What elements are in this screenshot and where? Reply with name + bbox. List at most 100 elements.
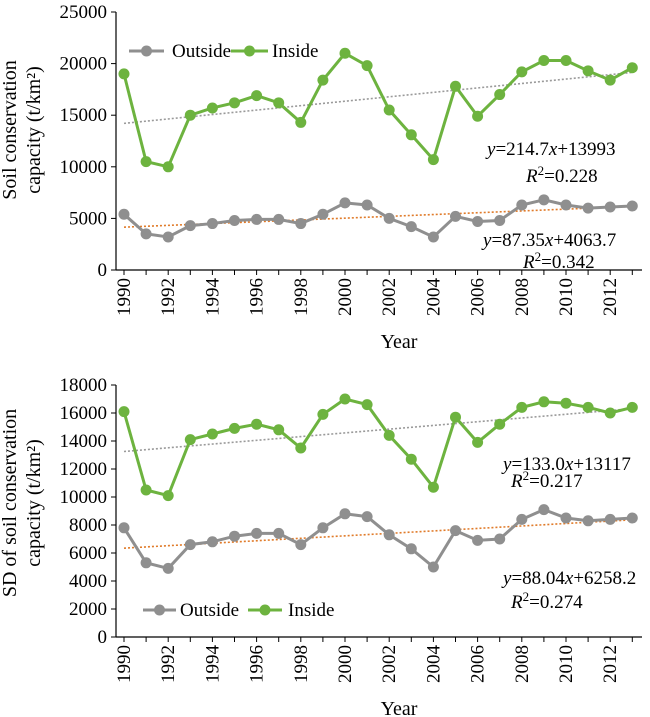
data-point-inside <box>206 428 218 440</box>
data-point-outside <box>140 557 152 569</box>
y-axis-title-line: SD of soil conservation <box>0 409 21 597</box>
data-point-inside <box>450 411 461 423</box>
data-point-inside <box>494 89 506 101</box>
data-point-inside <box>118 406 130 418</box>
y-tick-label: 20000 <box>60 54 108 75</box>
y-tick-label: 8000 <box>69 515 107 536</box>
data-point-outside <box>273 527 285 539</box>
x-tick-label: 2004 <box>423 278 444 317</box>
r2-superscript: 2 <box>523 589 530 604</box>
y-axis-title-line: capacity (t/km²) <box>23 439 45 567</box>
y-axis-title: SD of soil conservation capacity (t/km²) <box>0 409 45 597</box>
r-squared-inside: R2=0.228 <box>525 163 598 187</box>
x-axis-title: Year <box>381 331 418 353</box>
data-point-outside <box>560 199 572 211</box>
x-tick-label: 1996 <box>247 278 268 316</box>
y-tick-label: 5000 <box>69 208 107 229</box>
data-point-outside <box>405 221 417 233</box>
data-point-inside <box>516 401 528 413</box>
y-tick-label: 12000 <box>60 459 108 480</box>
legend-inside-label: Inside <box>272 41 318 62</box>
data-point-inside <box>494 418 506 430</box>
data-point-inside <box>317 74 329 86</box>
data-point-inside <box>251 418 263 430</box>
legend-inside-marker <box>259 604 271 616</box>
y-axis-title: Soil conservation capacity (t/km²) <box>0 60 45 199</box>
data-point-outside <box>140 228 152 240</box>
data-point-inside <box>472 436 484 448</box>
data-point-outside <box>405 543 417 555</box>
x-tick-label: 2008 <box>512 278 533 316</box>
data-point-inside <box>162 161 174 173</box>
data-point-inside <box>162 490 174 502</box>
r-squared-outside: R2=0.342 <box>522 249 595 273</box>
data-point-outside <box>295 539 307 551</box>
r2-value: =0.342 <box>541 252 594 273</box>
data-point-outside <box>538 504 550 516</box>
r2-symbol: R <box>525 166 538 187</box>
data-point-inside <box>339 47 351 59</box>
eq-y-var: y <box>501 454 512 475</box>
series-line-outside <box>122 507 633 571</box>
eq-y-var: y <box>501 568 512 589</box>
x-tick-label: 2012 <box>600 278 621 316</box>
data-point-inside <box>582 65 594 77</box>
r2-value: =0.217 <box>529 471 582 492</box>
data-point-outside <box>472 534 484 546</box>
y-tick-label: 0 <box>98 260 108 281</box>
x-tick-label: 1990 <box>114 645 135 683</box>
data-point-inside <box>516 66 528 78</box>
r2-superscript: 2 <box>523 468 530 483</box>
data-point-outside <box>162 562 174 574</box>
data-point-inside <box>361 399 373 411</box>
x-tick-label: 2010 <box>556 645 577 683</box>
regression-equation-inside: y=214.7x+13993 <box>485 139 616 160</box>
trendline-inside <box>123 407 633 453</box>
data-point-outside <box>472 215 484 227</box>
data-point-outside <box>383 529 395 541</box>
data-point-inside <box>361 60 373 72</box>
x-tick-label: 2000 <box>335 278 356 316</box>
y-tick-label: 16000 <box>60 403 108 424</box>
legend: Outside Inside <box>143 600 334 621</box>
legend-outside-marker <box>141 45 152 57</box>
data-point-inside <box>140 484 152 496</box>
data-point-inside <box>472 110 484 122</box>
legend-outside-marker <box>154 604 165 616</box>
eq-coef: =88.04 <box>511 568 565 589</box>
x-tick-label: 2006 <box>468 645 489 683</box>
data-point-outside <box>339 197 351 209</box>
data-point-inside <box>383 429 395 441</box>
data-point-inside <box>626 401 638 413</box>
y-tick-label: 18000 <box>60 375 108 396</box>
chart-panel-2: 0 2000 4000 6000 8000 10000 12000 14000 16000 180… <box>0 375 642 717</box>
legend-outside-label: Outside <box>180 600 239 621</box>
data-point-outside <box>206 536 218 548</box>
y-tick-label: 4000 <box>69 571 107 592</box>
data-point-outside <box>184 220 196 232</box>
data-point-inside <box>206 102 218 114</box>
data-point-inside <box>405 129 417 141</box>
regression-equation-outside: y=88.04x+6258.2 <box>501 568 636 589</box>
data-point-outside <box>361 199 373 211</box>
data-point-inside <box>251 90 263 102</box>
x-tick-label: 2012 <box>600 645 621 683</box>
x-tick-label: 1990 <box>114 278 135 316</box>
data-point-inside <box>339 393 351 405</box>
data-point-outside <box>317 522 329 534</box>
x-tick-label: 1998 <box>291 278 312 316</box>
data-point-outside <box>361 511 373 523</box>
data-point-outside <box>184 539 196 551</box>
data-point-outside <box>427 231 439 243</box>
data-point-inside <box>317 408 329 420</box>
x-axis-title: Year <box>381 698 418 717</box>
data-point-inside <box>118 68 130 80</box>
eq-const: +4063.7 <box>553 230 616 251</box>
x-tick-label: 2006 <box>468 278 489 316</box>
data-point-outside <box>450 210 461 222</box>
eq-x-var: x <box>544 230 554 251</box>
data-point-outside <box>229 214 240 226</box>
r2-value: =0.274 <box>529 592 583 613</box>
y-tick-label: 2000 <box>69 599 107 620</box>
